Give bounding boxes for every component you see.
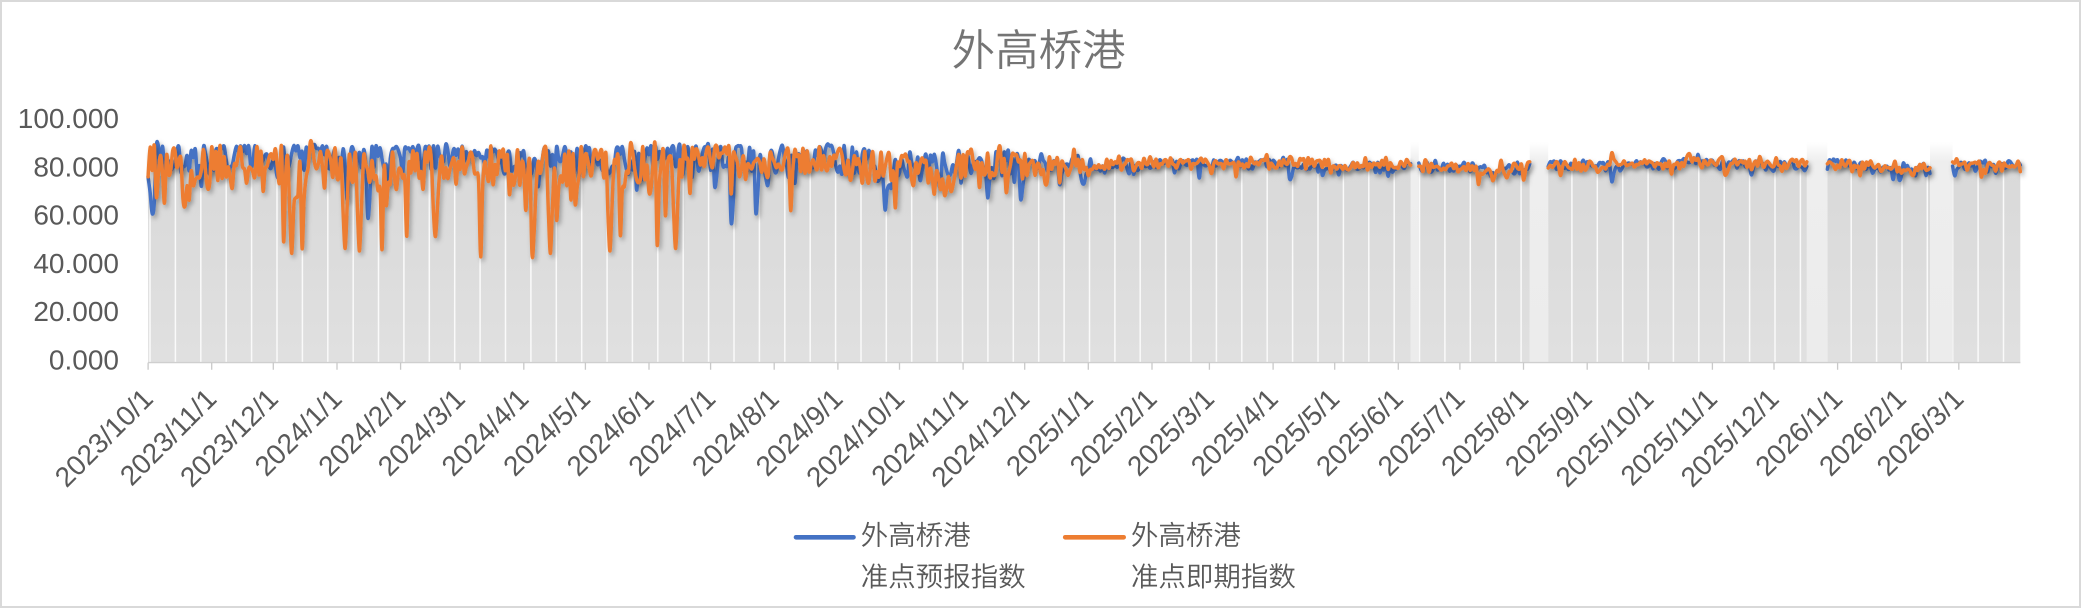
svg-text:100.000: 100.000 <box>18 103 119 134</box>
svg-text:0.000: 0.000 <box>49 345 119 376</box>
svg-text:60.000: 60.000 <box>33 200 119 231</box>
svg-text:80.000: 80.000 <box>33 151 119 182</box>
svg-text:40.000: 40.000 <box>33 248 119 279</box>
svg-text:20.000: 20.000 <box>33 296 119 327</box>
